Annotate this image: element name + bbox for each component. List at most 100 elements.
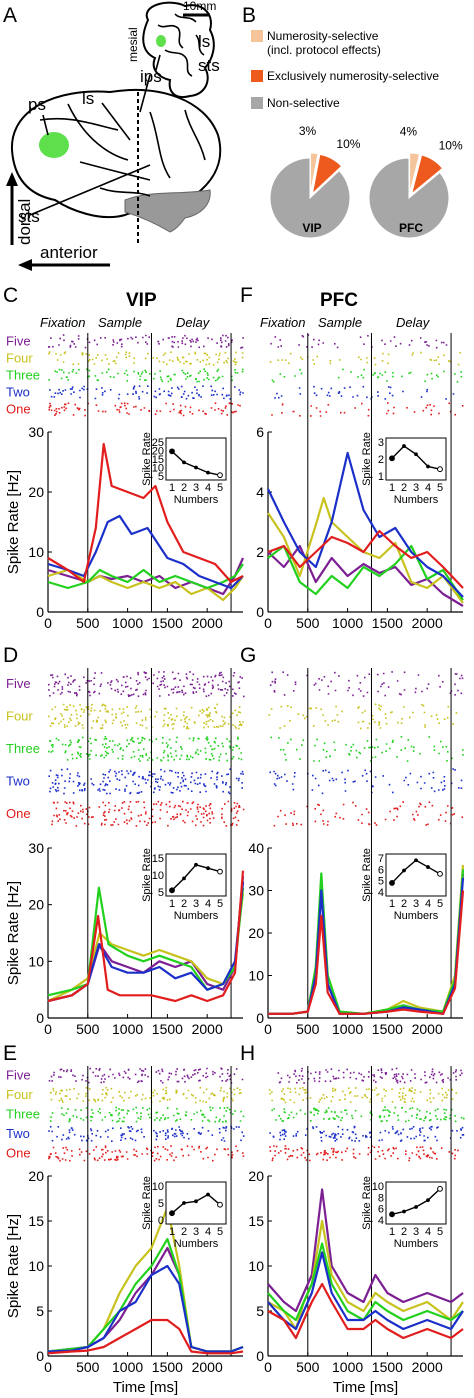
inset-point-2 bbox=[182, 1201, 186, 1205]
y-tick-label: 15 bbox=[248, 1213, 264, 1229]
raster-row-five bbox=[269, 671, 464, 697]
inset-y-tick-label: 5 bbox=[158, 471, 164, 483]
y-axis-label: Spike Rate [Hz] bbox=[5, 470, 22, 574]
inset-x-tick-label: 3 bbox=[193, 482, 199, 494]
inset-y-label: Spike Rate bbox=[141, 1176, 153, 1230]
x-tick-label: 2000 bbox=[192, 615, 223, 631]
x-tick-label: 0 bbox=[44, 1359, 52, 1375]
coronal-folds bbox=[157, 13, 205, 77]
inset-y-tick-label: 2 bbox=[378, 454, 384, 466]
inset-y-tick-label: 10 bbox=[152, 870, 164, 882]
x-tick-label: 0 bbox=[264, 1021, 272, 1037]
x-axis-label: Time [ms] bbox=[113, 1379, 178, 1396]
pie-charts: 3% 10% VIP 4% 10% PFC bbox=[269, 124, 463, 239]
panel-b: B Numerosity-selective (incl. protocol e… bbox=[242, 4, 463, 239]
y-tick-label: 20 bbox=[28, 897, 44, 913]
psth-line-four bbox=[267, 496, 464, 604]
inset-frame bbox=[165, 853, 227, 897]
raster-row-one bbox=[48, 402, 241, 417]
psth-line-one bbox=[47, 870, 245, 1003]
ps-label: ps bbox=[28, 95, 46, 114]
x-tick-label: 1500 bbox=[372, 1021, 403, 1037]
inset-x-tick-label: 2 bbox=[401, 898, 407, 910]
legend-label-exclusive: Exclusively numerosity-selective bbox=[267, 69, 439, 83]
x-tick-label: 1000 bbox=[112, 1359, 143, 1375]
x-tick-label: 500 bbox=[296, 1021, 320, 1037]
x-tick-label: 500 bbox=[296, 615, 320, 631]
inset-frame bbox=[385, 437, 447, 481]
psth-line-five bbox=[267, 1188, 464, 1313]
inset-x-tick-label: 2 bbox=[181, 898, 187, 910]
pie-pfc-label-1: 10% bbox=[439, 139, 463, 153]
y-tick-label: 30 bbox=[28, 840, 44, 856]
x-tick-label: 1000 bbox=[112, 1021, 143, 1037]
inset-frame bbox=[165, 437, 227, 481]
inset-y-tick-label: 10 bbox=[152, 1181, 164, 1193]
inset-point-1 bbox=[169, 448, 175, 455]
inset-point-1 bbox=[169, 1210, 175, 1217]
psth-line-two bbox=[267, 1251, 464, 1331]
coronal-sts-label: sts bbox=[198, 56, 220, 75]
inset-x-tick-label: 1 bbox=[169, 482, 175, 494]
raster-row-one bbox=[269, 1145, 459, 1162]
raster-row-four bbox=[268, 1087, 458, 1104]
dorsal-arrowhead bbox=[6, 172, 18, 186]
inset-y-tick-label: 10 bbox=[152, 463, 164, 475]
epoch-label-fixation: Fixation bbox=[260, 315, 306, 330]
x-tick-label: 0 bbox=[264, 1359, 272, 1375]
inset-x-tick-label: 2 bbox=[181, 1226, 187, 1238]
inset-y-tick-label: 15 bbox=[152, 454, 164, 466]
inset-y-tick-label: 6 bbox=[378, 864, 384, 876]
inset-x-label: Numbers bbox=[174, 910, 219, 922]
psth-line-one bbox=[47, 442, 244, 584]
y-tick-label: 10 bbox=[28, 1258, 44, 1274]
inset-point-4 bbox=[206, 1192, 210, 1197]
pie-vip-slice-0 bbox=[309, 152, 319, 194]
y-tick-label: 0 bbox=[256, 1010, 264, 1026]
inset-y-label: Spike Rate bbox=[141, 848, 153, 902]
raster-row-three bbox=[271, 1106, 465, 1123]
raster-row-label-five: Five bbox=[6, 676, 31, 691]
raster-row-five bbox=[48, 334, 244, 349]
inset-y-tick-label: 20 bbox=[152, 446, 164, 458]
inset-point-5 bbox=[437, 1185, 443, 1192]
psth-line-two bbox=[267, 451, 464, 598]
inset-point-3 bbox=[414, 858, 418, 863]
inset-y-label: Spike Rate bbox=[361, 432, 373, 486]
x-tick-label: 500 bbox=[76, 1021, 100, 1037]
inset-point-1 bbox=[389, 880, 395, 886]
x-tick-label: 2000 bbox=[192, 1021, 223, 1037]
mesial-label: mesial bbox=[126, 27, 140, 62]
raster-row-five bbox=[48, 1067, 244, 1084]
inset-point-2 bbox=[402, 444, 406, 448]
raster-row-four bbox=[269, 351, 461, 366]
inset-point-1 bbox=[389, 455, 395, 462]
legend-swatch-non-selective bbox=[251, 97, 263, 109]
pie-vip-slice-2 bbox=[269, 157, 351, 239]
x-tick-label: 500 bbox=[76, 615, 100, 631]
raster-row-label-four: Four bbox=[6, 1087, 33, 1102]
inset-x-label: Numbers bbox=[394, 910, 439, 922]
column-title-pfc: PFC bbox=[320, 290, 358, 311]
inset-y-tick-label: 25 bbox=[152, 437, 164, 449]
inset-x-tick-label: 5 bbox=[217, 1226, 223, 1238]
x-tick-label: 0 bbox=[44, 1021, 52, 1037]
raster-row-label-two: Two bbox=[6, 385, 30, 400]
raster-row-three bbox=[48, 736, 243, 762]
psth-line-one bbox=[268, 890, 465, 1015]
inset-y-tick-label: 1 bbox=[378, 471, 384, 483]
inset-point-3 bbox=[414, 1205, 418, 1209]
inset-x-label: Numbers bbox=[394, 494, 439, 506]
x-tick-label: 1500 bbox=[372, 615, 403, 631]
raster-row-three bbox=[270, 736, 464, 762]
inset-point-3 bbox=[414, 452, 418, 457]
panel-letter-b: B bbox=[242, 4, 256, 27]
raster-row-two bbox=[269, 1125, 465, 1142]
raster-row-one bbox=[48, 1145, 245, 1162]
sts-label: sts bbox=[18, 207, 40, 226]
inset-x-tick-label: 5 bbox=[217, 482, 223, 494]
inset-y-tick-label: 0 bbox=[158, 1215, 164, 1227]
ls-label: ls bbox=[82, 89, 94, 108]
raster-row-two bbox=[269, 768, 463, 795]
